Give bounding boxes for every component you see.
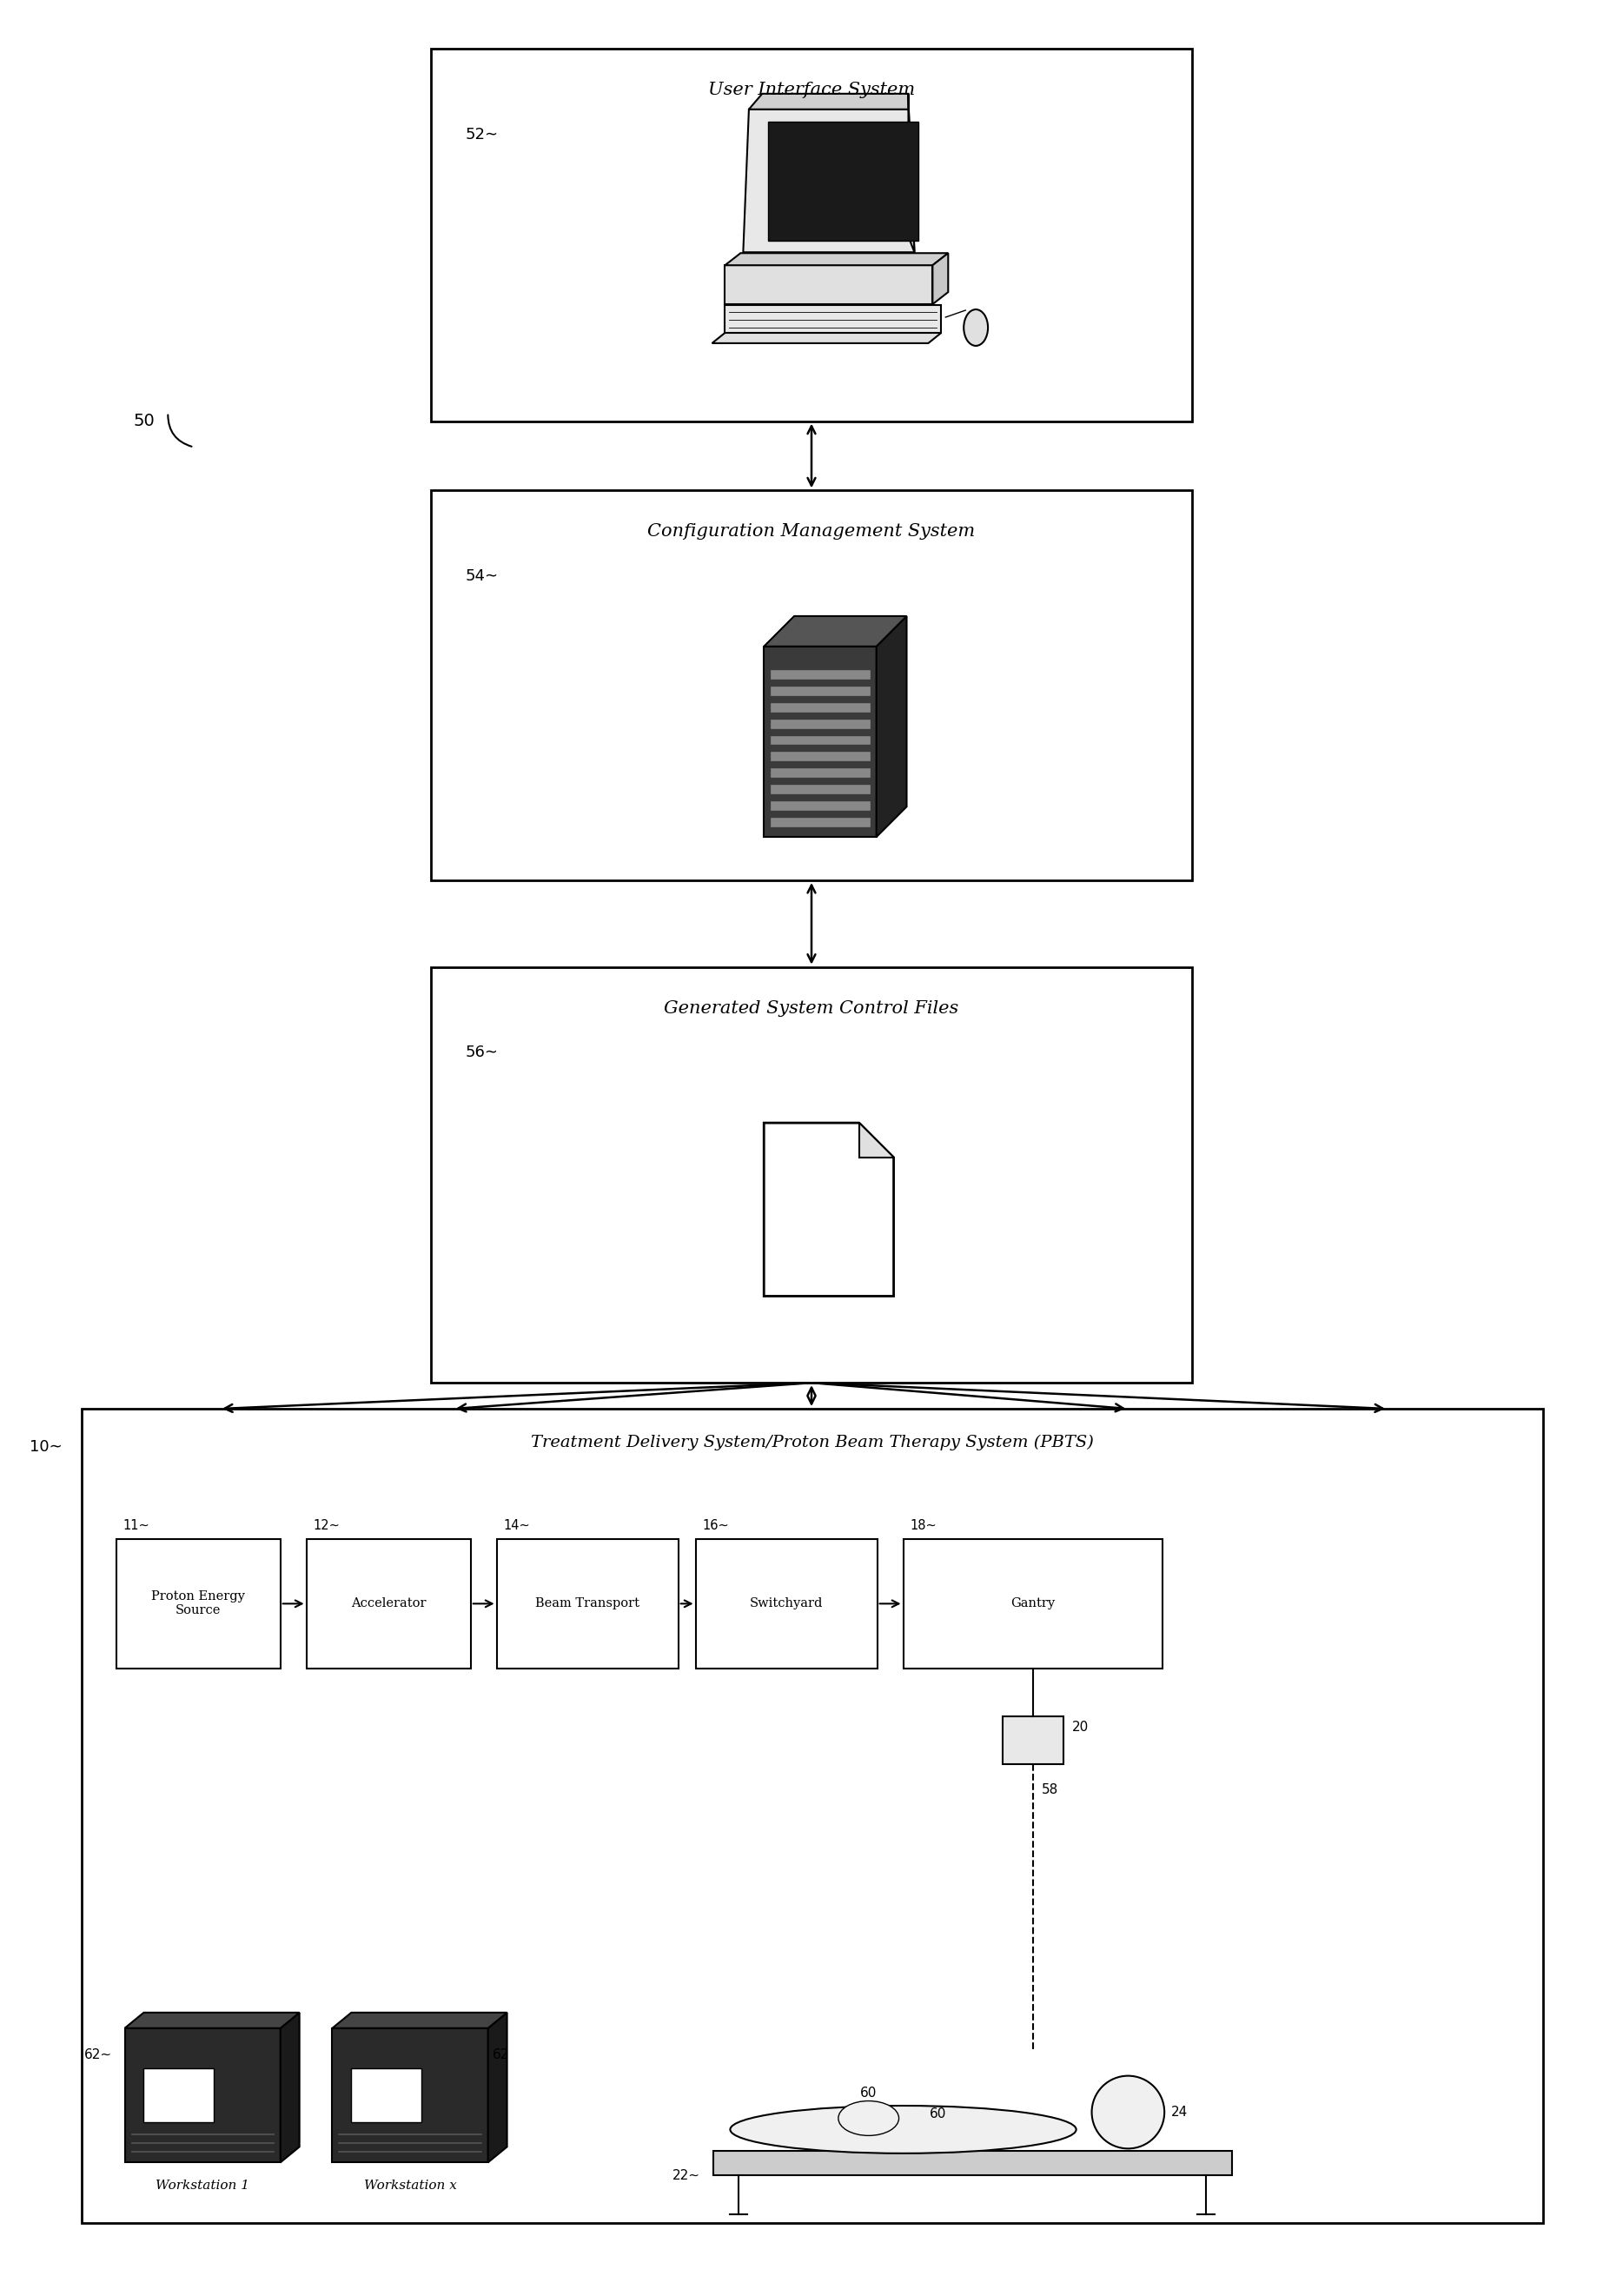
Polygon shape [333, 2014, 506, 2027]
Text: Generated System Control Files: Generated System Control Files [664, 999, 959, 1017]
Polygon shape [909, 94, 914, 253]
Text: User Interface System: User Interface System [708, 83, 915, 99]
Polygon shape [281, 2014, 299, 2163]
Text: 18∼: 18∼ [911, 1518, 936, 1531]
Text: 16∼: 16∼ [703, 1518, 729, 1531]
Polygon shape [859, 1123, 894, 1157]
Text: Configuration Management System: Configuration Management System [648, 523, 975, 540]
Bar [771, 670, 870, 677]
Polygon shape [125, 2014, 299, 2027]
Bar [144, 2069, 214, 2122]
Polygon shape [933, 253, 948, 305]
Bar [771, 769, 870, 778]
Polygon shape [743, 110, 914, 253]
Bar [764, 647, 876, 838]
Text: 24: 24 [1172, 2105, 1188, 2119]
Bar [771, 703, 870, 712]
Polygon shape [876, 615, 907, 838]
Text: 52∼: 52∼ [466, 126, 498, 142]
Bar [771, 753, 870, 760]
Bar [125, 2027, 281, 2163]
Text: 11∼: 11∼ [123, 1518, 149, 1531]
Polygon shape [764, 1123, 894, 1297]
Circle shape [1092, 2076, 1164, 2149]
Ellipse shape [964, 310, 988, 347]
Bar [307, 1538, 471, 1669]
Text: Proton Energy
Source: Proton Energy Source [151, 1591, 245, 1616]
Bar [768, 122, 919, 241]
Text: 22∼: 22∼ [672, 2170, 700, 2181]
Text: 10∼: 10∼ [29, 1440, 62, 1456]
Bar [333, 2027, 489, 2163]
Text: Gantry: Gantry [1011, 1598, 1055, 1609]
Ellipse shape [730, 2105, 1076, 2154]
Bar [771, 817, 870, 827]
Ellipse shape [839, 2101, 899, 2135]
Bar [351, 2069, 422, 2122]
Bar [497, 1538, 678, 1669]
Text: Accelerator: Accelerator [351, 1598, 427, 1609]
Polygon shape [748, 94, 909, 110]
Bar [432, 48, 1191, 420]
Text: 60: 60 [928, 2108, 946, 2122]
Bar [432, 967, 1191, 1382]
Bar [725, 266, 933, 305]
Text: 56∼: 56∼ [466, 1045, 498, 1061]
Bar [117, 1538, 281, 1669]
Bar [1003, 1717, 1063, 1763]
Polygon shape [489, 2014, 506, 2163]
Bar [771, 785, 870, 794]
Text: 62: 62 [492, 2048, 510, 2062]
Text: Workstation 1: Workstation 1 [156, 2179, 250, 2193]
Bar [771, 687, 870, 696]
Polygon shape [712, 333, 941, 342]
Text: 12∼: 12∼ [313, 1518, 341, 1531]
Bar [81, 1410, 1543, 2223]
Text: 60: 60 [860, 2087, 876, 2099]
Text: Beam Transport: Beam Transport [536, 1598, 639, 1609]
Bar [712, 2151, 1232, 2174]
Text: Treatment Delivery System/Proton Beam Therapy System (PBTS): Treatment Delivery System/Proton Beam Th… [531, 1435, 1094, 1451]
Bar [696, 1538, 878, 1669]
Bar [902, 1538, 1162, 1669]
Text: 14∼: 14∼ [503, 1518, 531, 1531]
Text: 54∼: 54∼ [466, 569, 498, 583]
Text: Switchyard: Switchyard [750, 1598, 823, 1609]
Text: 62∼: 62∼ [84, 2048, 112, 2062]
Polygon shape [725, 253, 948, 266]
Polygon shape [725, 305, 941, 333]
Bar [432, 491, 1191, 879]
Text: 58: 58 [1042, 1784, 1058, 1795]
Text: Workstation x: Workstation x [364, 2179, 456, 2193]
Bar [771, 801, 870, 810]
Bar [771, 735, 870, 744]
Text: 50: 50 [133, 413, 154, 429]
Text: 20: 20 [1071, 1720, 1089, 1733]
Polygon shape [764, 615, 907, 647]
Bar [771, 719, 870, 728]
